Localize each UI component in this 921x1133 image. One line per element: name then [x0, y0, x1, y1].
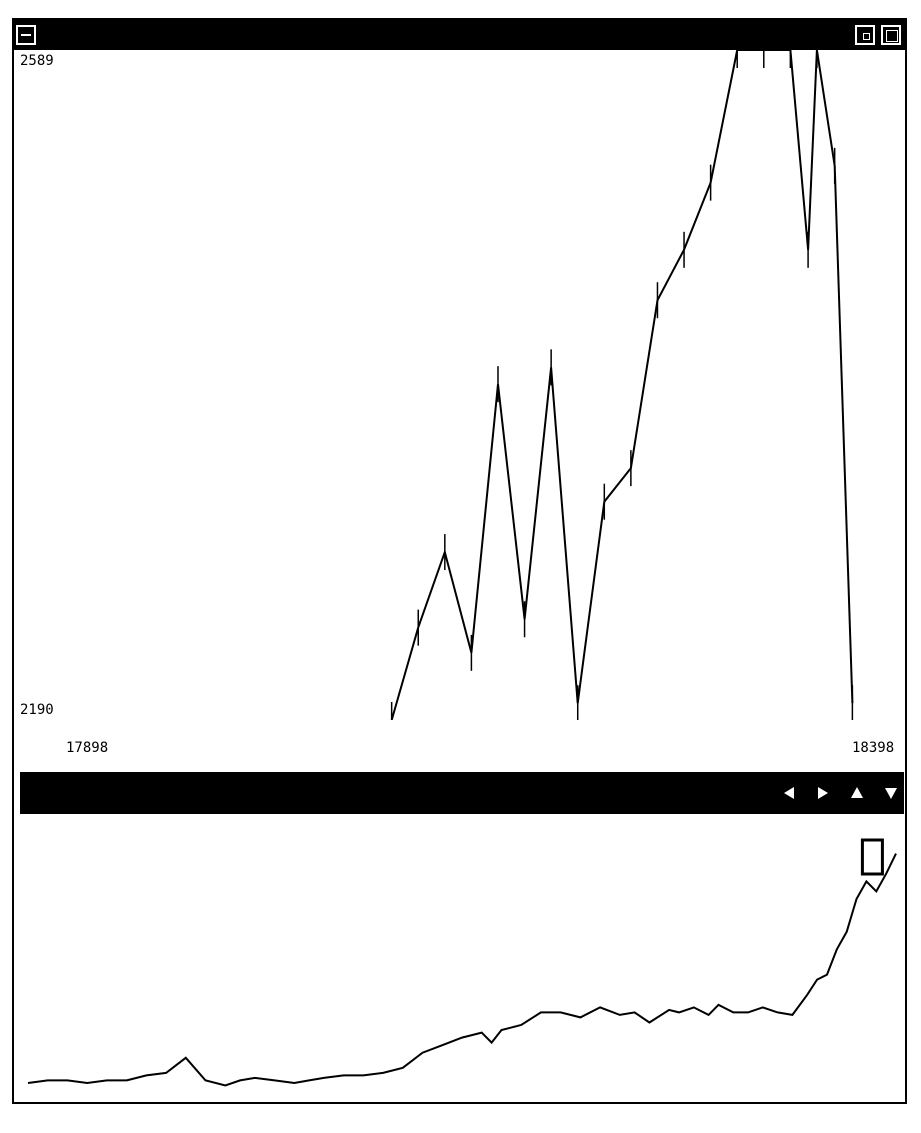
x-axis-min-label: 17898 — [66, 740, 109, 756]
scroll-right-button[interactable] — [812, 782, 834, 804]
viewport-selection-box[interactable] — [860, 838, 884, 876]
x-axis-max-label: 18398 — [852, 740, 895, 756]
window-menu-icon[interactable] — [16, 25, 36, 45]
main-price-chart[interactable] — [16, 50, 902, 720]
maximize-icon[interactable] — [881, 25, 901, 45]
zoom-out-button[interactable] — [880, 782, 902, 804]
triangle-right-icon — [818, 787, 828, 799]
scroll-left-button[interactable] — [778, 782, 800, 804]
iconify-icon[interactable] — [855, 25, 875, 45]
price-series-line — [390, 50, 854, 720]
title-bar[interactable] — [14, 20, 905, 50]
y-axis-min-label: 2190 — [20, 702, 54, 718]
navigator-toolbar — [20, 772, 904, 814]
y-axis-max-label: 2589 — [20, 53, 54, 69]
triangle-up-icon — [851, 787, 863, 798]
chart-window: 2589 2190 17898 18398 — [12, 18, 907, 1104]
overview-chart[interactable] — [20, 816, 904, 1098]
triangle-down-icon — [885, 788, 897, 799]
triangle-left-icon — [784, 787, 794, 799]
zoom-in-button[interactable] — [846, 782, 868, 804]
overview-series-line — [27, 853, 897, 1087]
